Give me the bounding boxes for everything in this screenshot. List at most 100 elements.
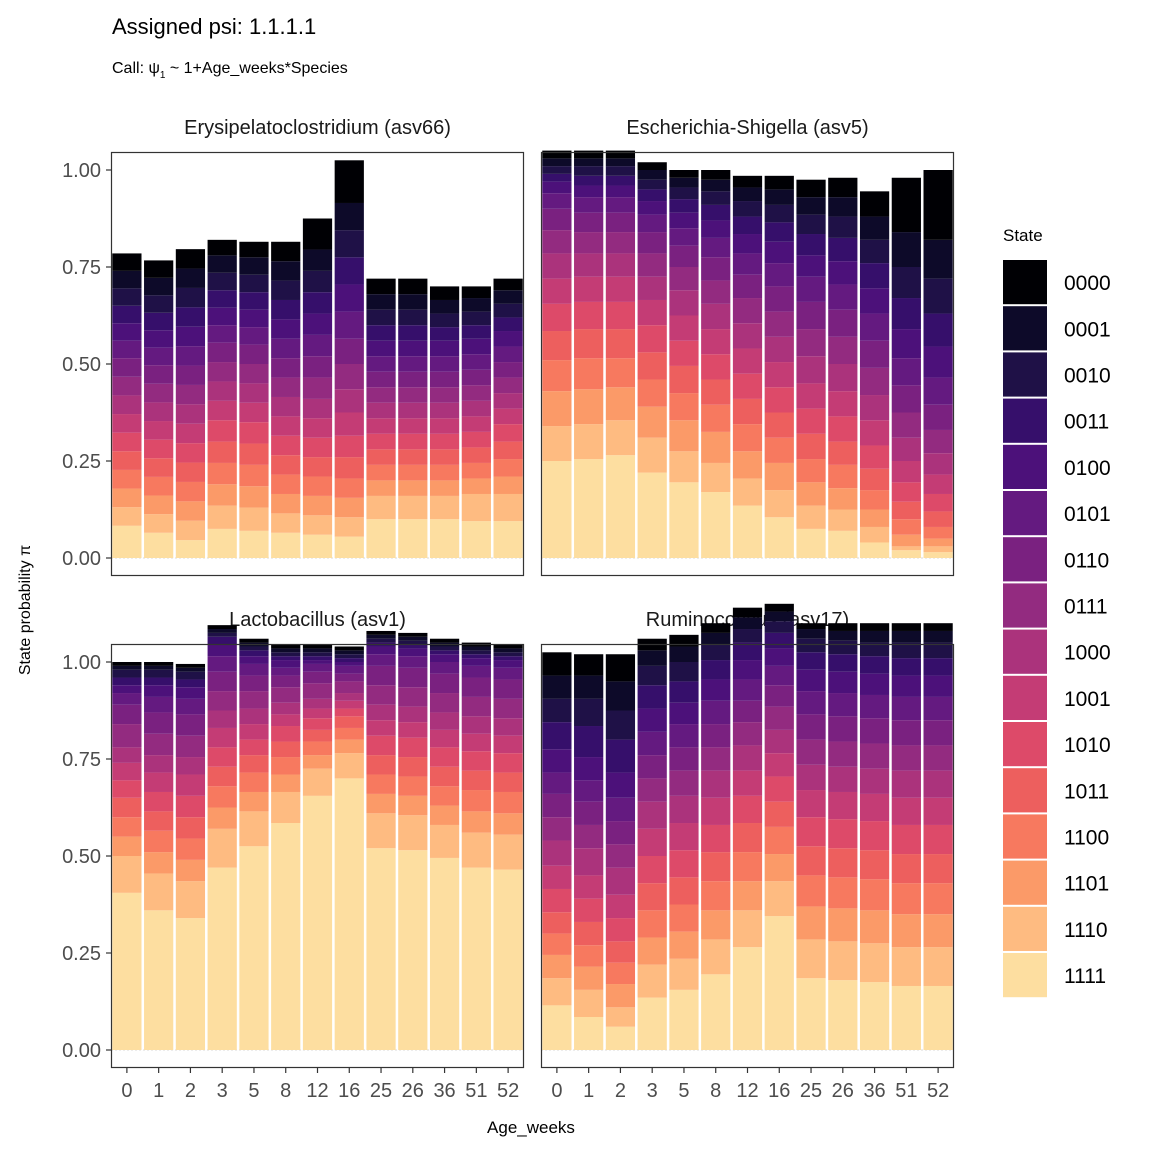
bar-segment-1101: [669, 931, 699, 959]
bar-segment-1101: [398, 795, 428, 816]
bar-segment-1011: [859, 468, 890, 491]
bar-segment-1010: [796, 408, 826, 434]
bar-segment-0110: [112, 358, 142, 377]
bar-segment-0100: [796, 669, 826, 692]
bar-segment-1010: [574, 898, 604, 922]
bar-segment-0111: [429, 693, 460, 713]
legend-swatch: [1003, 398, 1047, 443]
bar-segment-1001: [669, 823, 699, 851]
bar-segment-1000: [207, 710, 237, 728]
bar-segment-0101: [542, 772, 572, 794]
bar-segment-1001: [239, 724, 269, 740]
bar-segment-1100: [796, 459, 826, 483]
bar-segment-0001: [923, 630, 953, 643]
bar-segment-1100: [175, 481, 206, 502]
bar-segment-0000: [891, 177, 921, 233]
bar-segment-0000: [144, 260, 174, 278]
panel-title: Lactobacillus (asv1): [229, 609, 406, 631]
bar-segment-1011: [574, 329, 604, 359]
bar-segment-0100: [669, 702, 699, 725]
bar-segment-1000: [366, 402, 396, 419]
bar-segment-1100: [891, 883, 921, 915]
bar-segment-0001: [302, 648, 333, 653]
bar-segment-1001: [112, 414, 142, 433]
bar-segment-1110: [828, 941, 858, 981]
bar-segment-0001: [891, 630, 921, 643]
bar-segment-0001: [429, 299, 460, 314]
bar-52: [923, 623, 953, 1050]
bar-segment-0010: [701, 191, 731, 205]
bar-segment-0100: [366, 340, 396, 357]
bar-segment-1011: [493, 772, 523, 792]
bar-segment-1111: [302, 534, 333, 558]
legend-item-1111: 1111: [1003, 953, 1106, 998]
bar-segment-0011: [605, 175, 636, 186]
bar-segment-0000: [493, 278, 523, 291]
bar-segment-1111: [429, 857, 460, 1050]
bar-segment-0100: [637, 201, 667, 215]
bar-3: [207, 625, 237, 1050]
bar-segment-0101: [366, 356, 396, 372]
bar-segment-1000: [701, 770, 731, 798]
bar-segment-1010: [207, 747, 237, 767]
bar-segment-1100: [493, 791, 523, 814]
bar-segment-1100: [302, 741, 333, 756]
bar-segment-1101: [796, 906, 826, 940]
bar-segment-0110: [828, 309, 858, 337]
bar-segment-1011: [637, 883, 667, 911]
bar-segment-1000: [302, 698, 333, 709]
bar-segment-1001: [764, 753, 794, 777]
legend-swatch: [1003, 860, 1047, 905]
bar-segment-0010: [732, 201, 763, 217]
bar-segment-0011: [461, 325, 491, 339]
bar-segment-0111: [732, 722, 763, 746]
bar-segment-0011: [271, 299, 301, 320]
bar-segment-0101: [732, 679, 763, 701]
bar-segment-1101: [764, 462, 794, 491]
x-tick-label: 8: [710, 1080, 721, 1102]
bar-segment-1010: [637, 856, 667, 884]
bar-segment-1011: [239, 755, 269, 773]
bar-segment-0011: [574, 175, 604, 186]
bar-segment-0000: [891, 623, 921, 631]
bar-segment-0111: [302, 377, 333, 399]
bar-segment-1001: [828, 791, 858, 820]
bar-segment-1100: [542, 360, 572, 392]
bar-segment-0101: [175, 698, 206, 715]
bar-segment-0010: [429, 313, 460, 328]
bar-segment-1010: [334, 708, 364, 717]
facet-panels: Erysipelatoclostridium (asv66) 0.00 0.25 0.…: [62, 117, 955, 1102]
chart-subtitle: Call: ψ1 ~ 1+Age_weeks*Species: [112, 60, 348, 81]
bar-segment-0101: [891, 696, 921, 721]
bar-segment-1110: [144, 514, 174, 533]
bar-segment-1000: [271, 702, 301, 715]
x-tick-label: 51: [465, 1080, 487, 1102]
bar-segment-1110: [542, 978, 572, 1006]
bar-segment-0111: [302, 683, 333, 699]
bar-segment-0000: [605, 150, 636, 159]
bar-segment-1000: [764, 336, 794, 363]
bar-segment-0001: [334, 202, 364, 231]
bar-segment-0010: [493, 652, 523, 657]
bar-segment-0001: [732, 617, 763, 630]
bar-segment-0101: [239, 663, 269, 676]
bar-segment-1100: [144, 476, 174, 496]
bar-segment-0101: [207, 325, 237, 343]
bar-segment-1000: [144, 402, 174, 422]
bar-segment-1000: [637, 801, 667, 829]
bar-segment-0010: [923, 642, 953, 659]
panel-border: [540, 151, 955, 577]
bar-segment-1110: [239, 507, 269, 531]
bar-segment-0000: [429, 286, 460, 300]
bar-segment-0111: [669, 770, 699, 796]
bar-segment-0001: [175, 268, 206, 288]
bar-26: [398, 278, 428, 558]
bar-segment-0000: [923, 170, 953, 240]
bar-segment-1001: [859, 420, 890, 446]
bar-segment-1001: [144, 421, 174, 440]
bar-25: [796, 179, 826, 558]
bar-segment-0011: [796, 652, 826, 670]
bar-segment-1010: [461, 431, 491, 448]
legend-item-0110: 0110: [1003, 537, 1109, 582]
bar-segment-1110: [461, 832, 491, 868]
